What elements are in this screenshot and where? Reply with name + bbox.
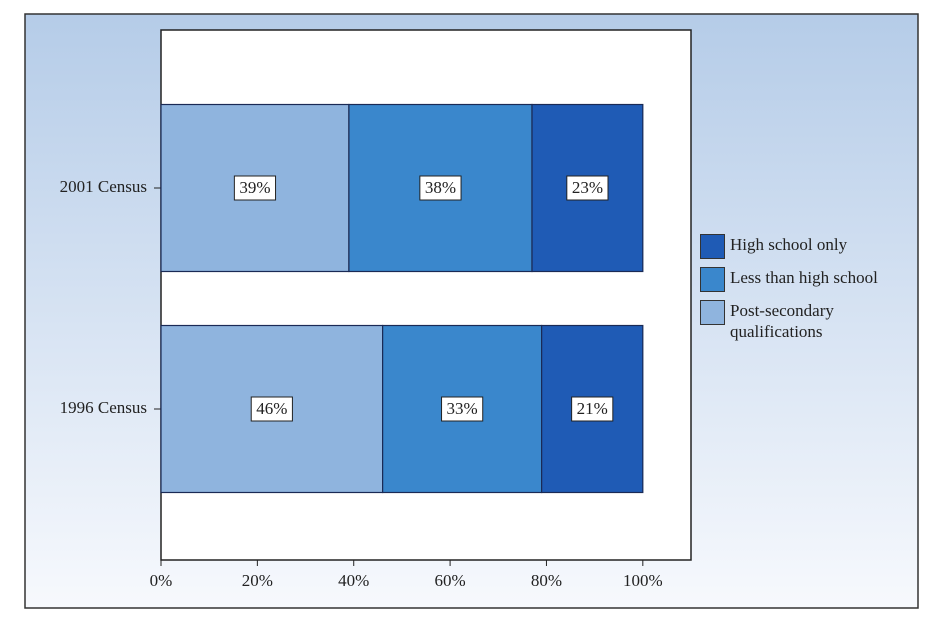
legend: High school only Less than high school Pos… bbox=[700, 234, 910, 350]
x-tick-label: 20% bbox=[242, 571, 273, 590]
legend-swatch bbox=[700, 234, 725, 259]
legend-label: Post-secondary qualifications bbox=[730, 301, 834, 341]
y-tick-label: 2001 Census bbox=[60, 177, 147, 196]
data-label: 39% bbox=[239, 178, 270, 197]
data-label-box bbox=[250, 396, 293, 422]
data-label: 21% bbox=[577, 399, 608, 418]
legend-item: Less than high school bbox=[700, 267, 910, 292]
data-label: 38% bbox=[425, 178, 456, 197]
x-tick-label: 80% bbox=[531, 571, 562, 590]
x-tick-label: 100% bbox=[623, 571, 663, 590]
x-tick-label: 60% bbox=[435, 571, 466, 590]
data-label-box bbox=[419, 175, 462, 201]
data-label-box bbox=[566, 175, 609, 201]
x-tick-label: 0% bbox=[150, 571, 173, 590]
data-label: 33% bbox=[447, 399, 478, 418]
legend-label: High school only bbox=[730, 235, 848, 254]
legend-item: High school only bbox=[700, 234, 910, 259]
legend-swatch bbox=[700, 267, 725, 292]
legend-item: Post-secondary qualifications bbox=[700, 300, 910, 342]
data-label: 23% bbox=[572, 178, 603, 197]
data-label-box bbox=[233, 175, 277, 201]
x-tick-label: 40% bbox=[338, 571, 369, 590]
data-label-box bbox=[571, 396, 614, 422]
data-label-box bbox=[441, 396, 484, 422]
data-label: 46% bbox=[256, 399, 287, 418]
legend-label: Less than high school bbox=[730, 268, 878, 287]
y-tick-label: 1996 Census bbox=[60, 398, 147, 417]
legend-swatch bbox=[700, 300, 725, 325]
